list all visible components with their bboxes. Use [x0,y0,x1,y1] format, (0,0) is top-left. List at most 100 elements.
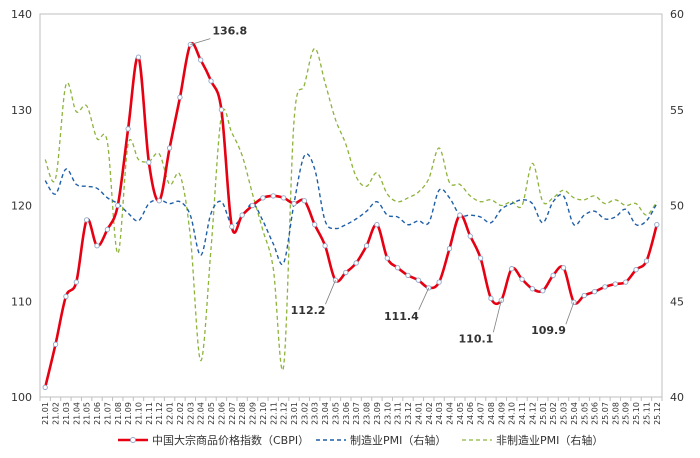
data-point [571,299,577,305]
x-tick-label: 25.10 [632,402,641,425]
data-point [125,126,131,132]
x-tick-label: 22.11 [269,402,278,425]
data-point [280,195,287,201]
x-tick-label: 23.11 [394,402,403,425]
annotation-leader [492,300,502,333]
x-tick-label: 22.12 [280,402,289,425]
x-tick-label: 24.05 [456,402,465,425]
data-point [84,217,90,223]
x-tick-label: 24.07 [477,402,486,425]
x-tick-label: 24.10 [508,402,517,425]
data-point [405,272,411,279]
x-tick-label: 25.01 [539,402,548,425]
x-tick-label: 21.12 [155,402,164,425]
legend-label-2: 非制造业PMI（右轴） [496,433,603,447]
data-point [612,281,618,287]
x-tick-label: 22.07 [228,402,237,425]
data-point [633,267,639,273]
x-tick-label: 24.04 [445,402,454,425]
data-point [177,94,183,100]
x-tick-label: 23.12 [404,402,413,425]
annotation-label: 109.9 [531,324,566,337]
x-tick-label: 24.03 [435,402,444,425]
data-point [218,107,225,113]
data-point [166,145,173,151]
data-point [115,202,121,209]
x-tick-label: 25.07 [601,402,610,425]
data-point [529,286,536,292]
x-tick-label: 23.09 [373,402,382,425]
annotation-layer: 136.8 112.2 111.4 110.1 109.9 [190,25,575,345]
data-point [239,212,245,218]
data-point [436,279,442,285]
data-point [73,279,79,285]
x-tick-label: 25.09 [622,402,631,425]
data-point [394,265,401,271]
x-tick-label: 24.01 [414,402,423,425]
annotation-label: 110.1 [459,332,494,345]
data-point [156,198,162,204]
y-right-tick-label: 50 [670,200,684,213]
x-tick-label: 22.10 [259,402,268,425]
annotation-label: 112.2 [291,304,326,317]
x-tick-label: 23.01 [290,402,299,425]
data-point [63,293,69,300]
data-point [208,78,214,84]
data-point [415,277,422,283]
data-point [384,255,390,261]
x-tick-label: 21.11 [145,402,154,425]
x-tick-label: 22.02 [176,402,185,425]
annotation-leader [325,280,336,305]
axes: 100 110 120 130 140 40 45 50 55 60 21.01 21.02 21.03… [11,8,684,425]
data-point [446,245,453,252]
x-tick-label: 23.05 [331,402,340,425]
data-point [477,255,484,261]
x-tick-label: 22.01 [166,402,175,425]
data-point [343,269,349,276]
data-point [457,212,463,218]
data-point [519,276,525,282]
data-point [260,195,266,201]
x-tick-label: 23.03 [311,402,320,425]
x-tick-label: 23.08 [363,402,372,425]
x-tick-label: 25.03 [560,402,569,425]
x-tick-label: 21.04 [72,402,81,425]
x-tick-label: 25.04 [570,402,579,425]
x-tick-label: 22.08 [238,402,247,425]
x-tick-label: 25.08 [611,402,620,425]
data-point [643,258,650,264]
x-tick-label: 22.03 [186,402,195,425]
x-tick-label: 25.06 [591,402,600,425]
x-tick-label: 21.06 [93,402,102,425]
data-point [602,284,608,290]
annotation-label: 136.8 [212,25,247,38]
data-point [291,200,297,207]
x-tick-label: 22.06 [217,402,226,425]
y-left-tick-label: 110 [11,295,32,308]
x-tick-label: 24.02 [425,402,434,425]
data-point [550,272,556,279]
x-tick-label: 24.09 [497,402,506,425]
data-point [270,193,276,199]
data-point [654,221,660,228]
y-left-tick-label: 130 [11,104,32,117]
x-tick-label: 21.08 [114,402,123,425]
x-tick-label: 25.05 [580,402,589,425]
x-tick-label: 21.10 [134,402,143,425]
data-point [509,266,515,272]
data-point [363,243,370,249]
legend-marker [130,437,136,443]
legend: 中国大宗商品价格指数（CBPI） 制造业PMI（右轴） 非制造业PMI（右轴） [118,433,603,447]
x-tick-label: 21.09 [124,402,133,425]
x-tick-label: 25.12 [653,402,662,425]
y-left-tick-label: 120 [11,200,32,213]
y-right-tick-label: 55 [670,104,684,117]
x-tick-label: 24.08 [487,402,496,425]
data-point [198,57,204,63]
data-point [52,341,59,347]
data-point [374,221,380,228]
y-right-tick-label: 60 [670,8,684,21]
x-tick-label: 23.06 [342,402,351,425]
data-point [426,285,432,291]
